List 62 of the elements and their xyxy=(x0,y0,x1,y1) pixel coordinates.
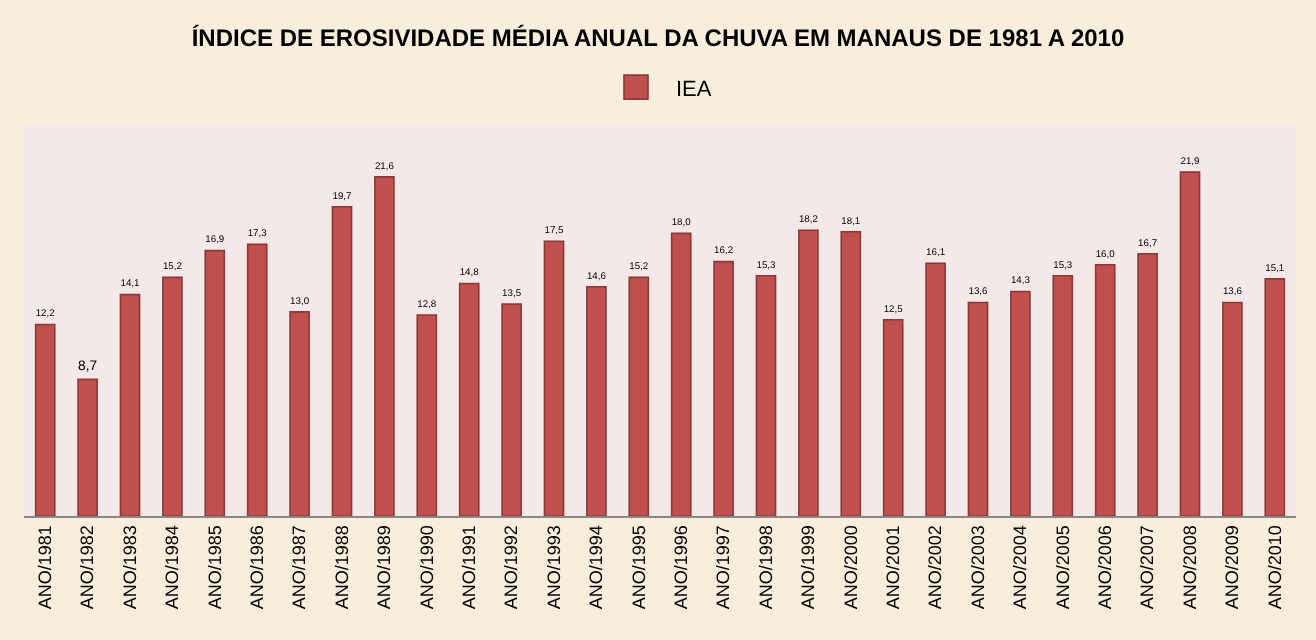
bar xyxy=(543,240,565,516)
x-tick-label: ANO/2010 xyxy=(1264,525,1285,610)
x-tick-label: ANO/1995 xyxy=(628,525,649,610)
x-tick-label: ANO/1996 xyxy=(671,525,692,610)
x-tick-label: ANO/2002 xyxy=(925,525,946,610)
x-tick-label: ANO/2000 xyxy=(840,525,861,610)
x-tick-label: ANO/2001 xyxy=(883,525,904,610)
bar xyxy=(204,249,226,516)
x-tick-label: ANO/2008 xyxy=(1179,525,1200,610)
x-tick-label: ANO/2003 xyxy=(967,525,988,610)
bar xyxy=(77,378,98,516)
x-tick-label: ANO/1993 xyxy=(543,525,564,610)
bar xyxy=(162,276,183,516)
x-tick-label: ANO/1983 xyxy=(119,525,140,610)
bar xyxy=(882,318,904,516)
bar xyxy=(289,311,310,516)
bar xyxy=(713,260,734,516)
x-tick-label: ANO/1984 xyxy=(162,525,183,610)
x-tick-label: ANO/1987 xyxy=(289,525,310,610)
x-tick-label: ANO/1997 xyxy=(713,525,734,610)
bar xyxy=(755,274,777,516)
bar xyxy=(34,323,56,516)
x-tick-label: ANO/1994 xyxy=(586,525,607,610)
bar xyxy=(925,262,946,516)
x-tick-label: ANO/1991 xyxy=(459,525,480,610)
legend-label: IEA xyxy=(676,77,713,102)
bar xyxy=(1052,274,1074,516)
bar xyxy=(1010,290,1031,516)
x-tick-label: ANO/2004 xyxy=(1010,525,1031,610)
x-tick-label: ANO/1989 xyxy=(374,525,395,610)
x-tick-label: ANO/1988 xyxy=(331,525,352,610)
bar xyxy=(374,176,395,516)
x-tick-label: ANO/2006 xyxy=(1095,525,1116,610)
x-tick-label: ANO/2009 xyxy=(1222,525,1243,610)
x-tick-label: ANO/1992 xyxy=(501,525,522,610)
bar xyxy=(670,232,692,516)
bar xyxy=(798,229,819,516)
bar xyxy=(1094,263,1116,516)
x-tick-label: ANO/1985 xyxy=(204,525,225,610)
x-tick-label: ANO/1986 xyxy=(247,525,268,610)
bar xyxy=(246,243,268,516)
bar xyxy=(1137,252,1158,516)
x-tick-label: ANO/2007 xyxy=(1137,525,1158,610)
bar xyxy=(1222,301,1243,516)
x-tick-label: ANO/1982 xyxy=(77,525,98,610)
x-tick-label: ANO/1990 xyxy=(416,525,437,610)
bar xyxy=(331,205,353,516)
bar xyxy=(586,285,607,516)
bar xyxy=(1179,171,1201,516)
bar xyxy=(840,231,862,516)
x-tick-label: ANO/1999 xyxy=(798,525,819,610)
bar xyxy=(628,276,650,516)
x-tick-label: ANO/1981 xyxy=(35,525,56,610)
bar xyxy=(1264,278,1286,516)
bar xyxy=(119,293,141,516)
bar xyxy=(501,303,522,516)
x-tick-label: ANO/1998 xyxy=(755,525,776,610)
bar xyxy=(458,282,480,516)
x-tick-label: ANO/2005 xyxy=(1052,525,1073,610)
chart-title: ÍNDICE DE EROSIVIDADE MÉDIA ANUAL DA CHUVA EM MANAUS DE 1981 A 2010 xyxy=(191,23,1125,52)
bar xyxy=(416,314,438,516)
bar xyxy=(967,301,989,516)
